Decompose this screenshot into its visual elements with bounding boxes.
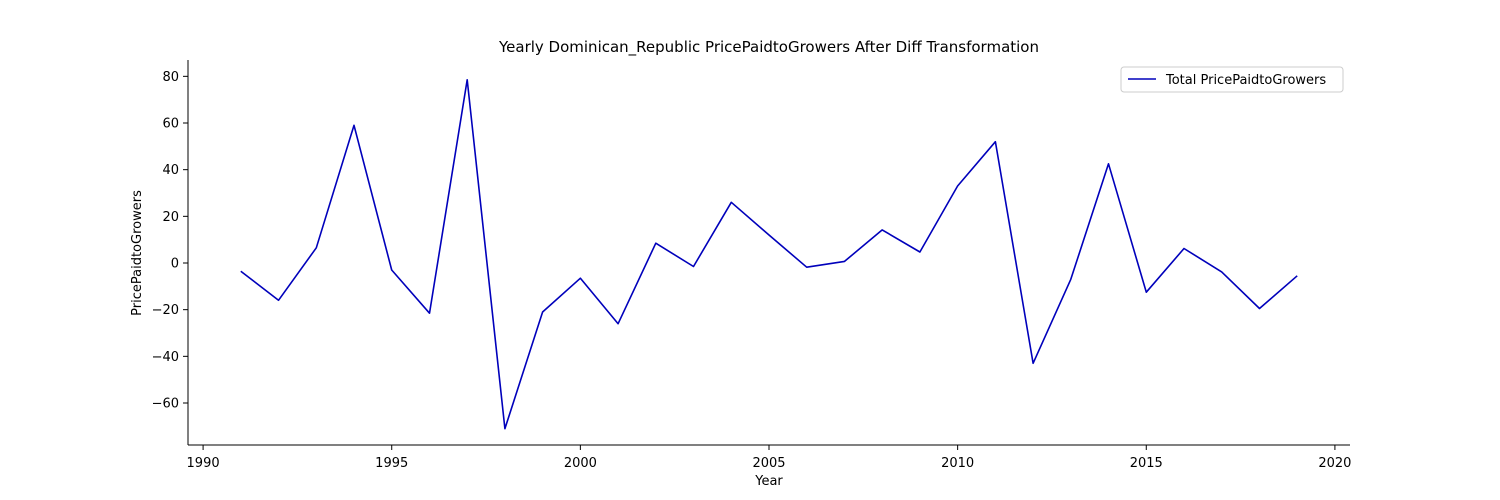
legend: Total PricePaidtoGrowers	[1120, 66, 1344, 93]
y-tick-label: −40	[152, 350, 179, 365]
x-tick-label: 2005	[752, 456, 785, 471]
y-tick-label: −20	[152, 303, 179, 318]
series-line	[240, 79, 1298, 430]
y-tick-label: −60	[152, 397, 179, 412]
chart-title: Yearly Dominican_Republic PricePaidtoGro…	[498, 38, 1039, 57]
y-tick-label: 20	[162, 210, 179, 225]
x-axis-title: Year	[754, 474, 783, 489]
x-tick-label: 2010	[941, 456, 974, 471]
legend-label: Total PricePaidtoGrowers	[1165, 73, 1326, 88]
series-group	[240, 79, 1298, 430]
y-axis-ticks: −60 −40 −20 0 20 40 60 80	[152, 70, 188, 412]
x-tick-label: 2015	[1130, 456, 1163, 471]
x-tick-label: 2000	[564, 456, 597, 471]
y-tick-label: 0	[171, 257, 179, 272]
x-axis-ticks: 1990 1995 2000 2005 2010 2015 2020	[187, 445, 1351, 471]
y-axis-title: PricePaidtoGrowers	[130, 190, 145, 316]
x-tick-label: 1995	[375, 456, 408, 471]
y-tick-label: 60	[162, 117, 179, 132]
x-tick-label: 2020	[1318, 456, 1351, 471]
legend-box	[1120, 66, 1344, 93]
y-tick-label: 80	[162, 70, 179, 85]
y-tick-label: 40	[162, 163, 179, 178]
x-tick-label: 1990	[187, 456, 220, 471]
